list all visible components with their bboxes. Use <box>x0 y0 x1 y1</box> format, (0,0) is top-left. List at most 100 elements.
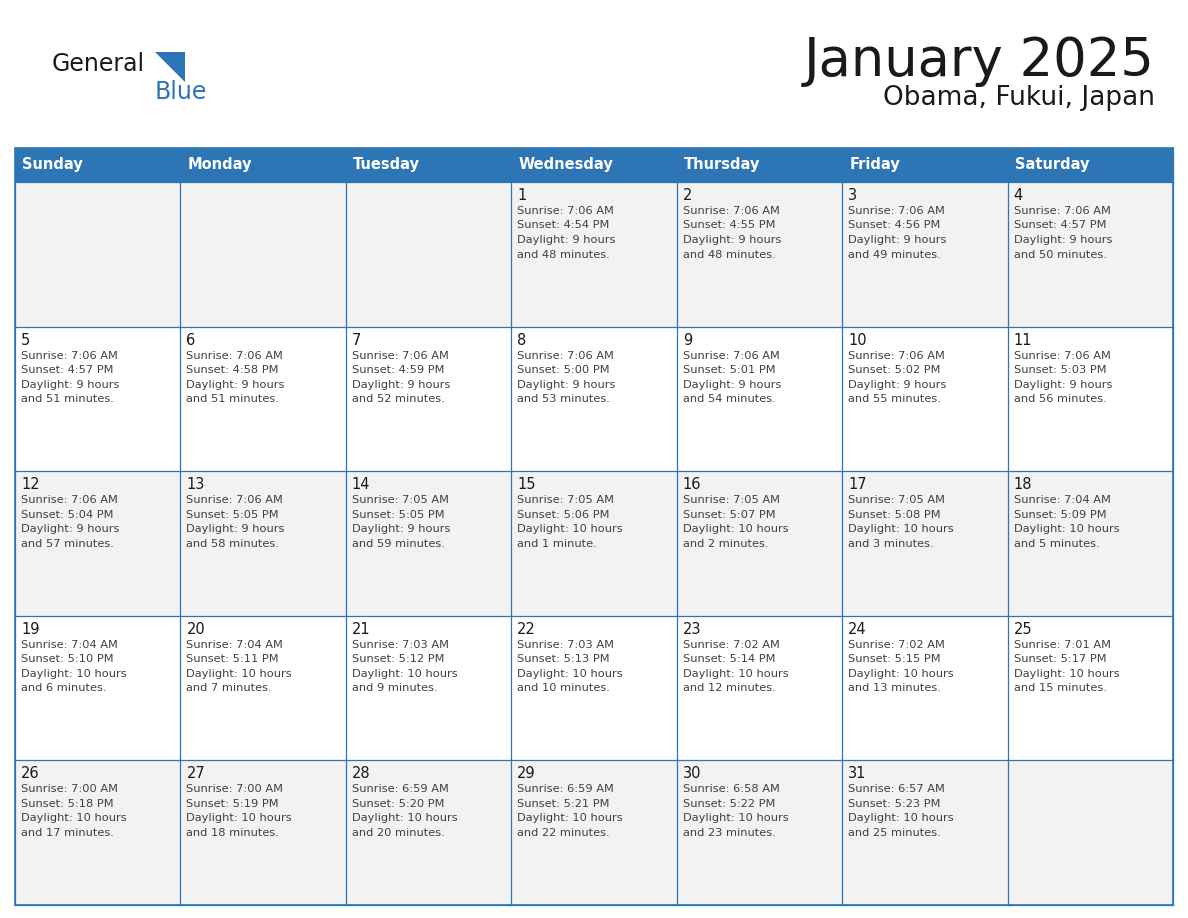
Text: Daylight: 9 hours: Daylight: 9 hours <box>683 235 781 245</box>
Text: 24: 24 <box>848 621 867 637</box>
Bar <box>1007 760 1173 905</box>
Text: Sunset: 5:00 PM: Sunset: 5:00 PM <box>517 365 609 375</box>
Text: Sunset: 4:57 PM: Sunset: 4:57 PM <box>1013 220 1106 230</box>
Text: Daylight: 10 hours: Daylight: 10 hours <box>1013 669 1119 678</box>
Text: 10: 10 <box>848 332 867 348</box>
Text: and 17 minutes.: and 17 minutes. <box>21 828 114 838</box>
Text: Daylight: 10 hours: Daylight: 10 hours <box>683 813 789 823</box>
Text: 12: 12 <box>21 477 39 492</box>
Text: and 23 minutes.: and 23 minutes. <box>683 828 776 838</box>
Text: Sunrise: 6:57 AM: Sunrise: 6:57 AM <box>848 784 944 794</box>
Bar <box>842 182 1007 327</box>
Bar <box>677 760 842 905</box>
Bar <box>511 327 677 471</box>
Text: 31: 31 <box>848 767 866 781</box>
Text: 4: 4 <box>1013 188 1023 203</box>
Bar <box>677 327 842 471</box>
Text: Sunset: 5:04 PM: Sunset: 5:04 PM <box>21 509 114 520</box>
Text: and 58 minutes.: and 58 minutes. <box>187 539 279 549</box>
Text: Daylight: 9 hours: Daylight: 9 hours <box>352 524 450 534</box>
Bar <box>15 148 181 182</box>
Text: Wednesday: Wednesday <box>518 158 613 173</box>
Text: Daylight: 9 hours: Daylight: 9 hours <box>21 524 119 534</box>
Text: 1: 1 <box>517 188 526 203</box>
Text: and 51 minutes.: and 51 minutes. <box>187 394 279 404</box>
Text: 28: 28 <box>352 767 371 781</box>
Bar <box>346 148 511 182</box>
Text: Daylight: 10 hours: Daylight: 10 hours <box>848 524 954 534</box>
Bar <box>346 616 511 760</box>
Text: January 2025: January 2025 <box>804 35 1155 87</box>
Text: and 18 minutes.: and 18 minutes. <box>187 828 279 838</box>
Text: Daylight: 9 hours: Daylight: 9 hours <box>517 380 615 389</box>
Text: and 20 minutes.: and 20 minutes. <box>352 828 444 838</box>
Bar <box>1007 616 1173 760</box>
Text: Sunset: 5:09 PM: Sunset: 5:09 PM <box>1013 509 1106 520</box>
Bar <box>181 148 346 182</box>
Text: 9: 9 <box>683 332 691 348</box>
Text: and 53 minutes.: and 53 minutes. <box>517 394 611 404</box>
Bar <box>181 616 346 760</box>
Text: Daylight: 10 hours: Daylight: 10 hours <box>517 524 623 534</box>
Bar <box>1007 182 1173 327</box>
Text: and 57 minutes.: and 57 minutes. <box>21 539 114 549</box>
Text: Sunrise: 7:00 AM: Sunrise: 7:00 AM <box>21 784 118 794</box>
Text: 3: 3 <box>848 188 858 203</box>
Text: Sunrise: 7:02 AM: Sunrise: 7:02 AM <box>848 640 944 650</box>
Bar <box>842 327 1007 471</box>
Text: and 13 minutes.: and 13 minutes. <box>848 683 941 693</box>
Text: 21: 21 <box>352 621 371 637</box>
Text: 18: 18 <box>1013 477 1032 492</box>
Text: Daylight: 9 hours: Daylight: 9 hours <box>187 380 285 389</box>
Text: Sunrise: 7:05 AM: Sunrise: 7:05 AM <box>683 495 779 505</box>
Text: Sunrise: 6:59 AM: Sunrise: 6:59 AM <box>517 784 614 794</box>
Text: Daylight: 10 hours: Daylight: 10 hours <box>1013 524 1119 534</box>
Text: 15: 15 <box>517 477 536 492</box>
Text: Sunrise: 7:05 AM: Sunrise: 7:05 AM <box>848 495 946 505</box>
Text: 29: 29 <box>517 767 536 781</box>
Text: Sunset: 5:22 PM: Sunset: 5:22 PM <box>683 799 775 809</box>
Text: Sunset: 5:02 PM: Sunset: 5:02 PM <box>848 365 941 375</box>
Text: Sunset: 5:23 PM: Sunset: 5:23 PM <box>848 799 941 809</box>
Text: Sunset: 5:11 PM: Sunset: 5:11 PM <box>187 655 279 665</box>
Bar <box>511 182 677 327</box>
Text: Daylight: 10 hours: Daylight: 10 hours <box>187 813 292 823</box>
Text: 30: 30 <box>683 767 701 781</box>
Text: Daylight: 9 hours: Daylight: 9 hours <box>1013 235 1112 245</box>
Text: Sunset: 4:55 PM: Sunset: 4:55 PM <box>683 220 776 230</box>
Bar <box>677 182 842 327</box>
Text: Daylight: 9 hours: Daylight: 9 hours <box>352 380 450 389</box>
Text: and 48 minutes.: and 48 minutes. <box>517 250 609 260</box>
Text: and 59 minutes.: and 59 minutes. <box>352 539 444 549</box>
Bar <box>511 616 677 760</box>
Bar <box>181 182 346 327</box>
Text: and 25 minutes.: and 25 minutes. <box>848 828 941 838</box>
Bar <box>511 471 677 616</box>
Bar <box>677 471 842 616</box>
Text: Sunrise: 7:04 AM: Sunrise: 7:04 AM <box>187 640 283 650</box>
Text: and 52 minutes.: and 52 minutes. <box>352 394 444 404</box>
Text: Sunrise: 7:06 AM: Sunrise: 7:06 AM <box>21 495 118 505</box>
Text: and 7 minutes.: and 7 minutes. <box>187 683 272 693</box>
Text: Sunrise: 7:05 AM: Sunrise: 7:05 AM <box>352 495 449 505</box>
Text: Sunrise: 7:06 AM: Sunrise: 7:06 AM <box>848 206 944 216</box>
Text: Sunrise: 7:06 AM: Sunrise: 7:06 AM <box>1013 351 1111 361</box>
Bar <box>346 327 511 471</box>
Text: Sunset: 5:15 PM: Sunset: 5:15 PM <box>848 655 941 665</box>
Text: 22: 22 <box>517 621 536 637</box>
Text: Sunset: 5:07 PM: Sunset: 5:07 PM <box>683 509 776 520</box>
Bar <box>511 148 677 182</box>
Text: Sunrise: 7:06 AM: Sunrise: 7:06 AM <box>683 351 779 361</box>
Bar <box>346 471 511 616</box>
Text: Thursday: Thursday <box>684 158 760 173</box>
Bar <box>15 760 181 905</box>
Text: Monday: Monday <box>188 158 252 173</box>
Text: and 50 minutes.: and 50 minutes. <box>1013 250 1106 260</box>
Text: Sunset: 5:05 PM: Sunset: 5:05 PM <box>187 509 279 520</box>
Text: and 56 minutes.: and 56 minutes. <box>1013 394 1106 404</box>
Bar <box>15 616 181 760</box>
Text: Sunset: 4:54 PM: Sunset: 4:54 PM <box>517 220 609 230</box>
Text: 13: 13 <box>187 477 204 492</box>
Text: and 9 minutes.: and 9 minutes. <box>352 683 437 693</box>
Text: Sunset: 4:58 PM: Sunset: 4:58 PM <box>187 365 279 375</box>
